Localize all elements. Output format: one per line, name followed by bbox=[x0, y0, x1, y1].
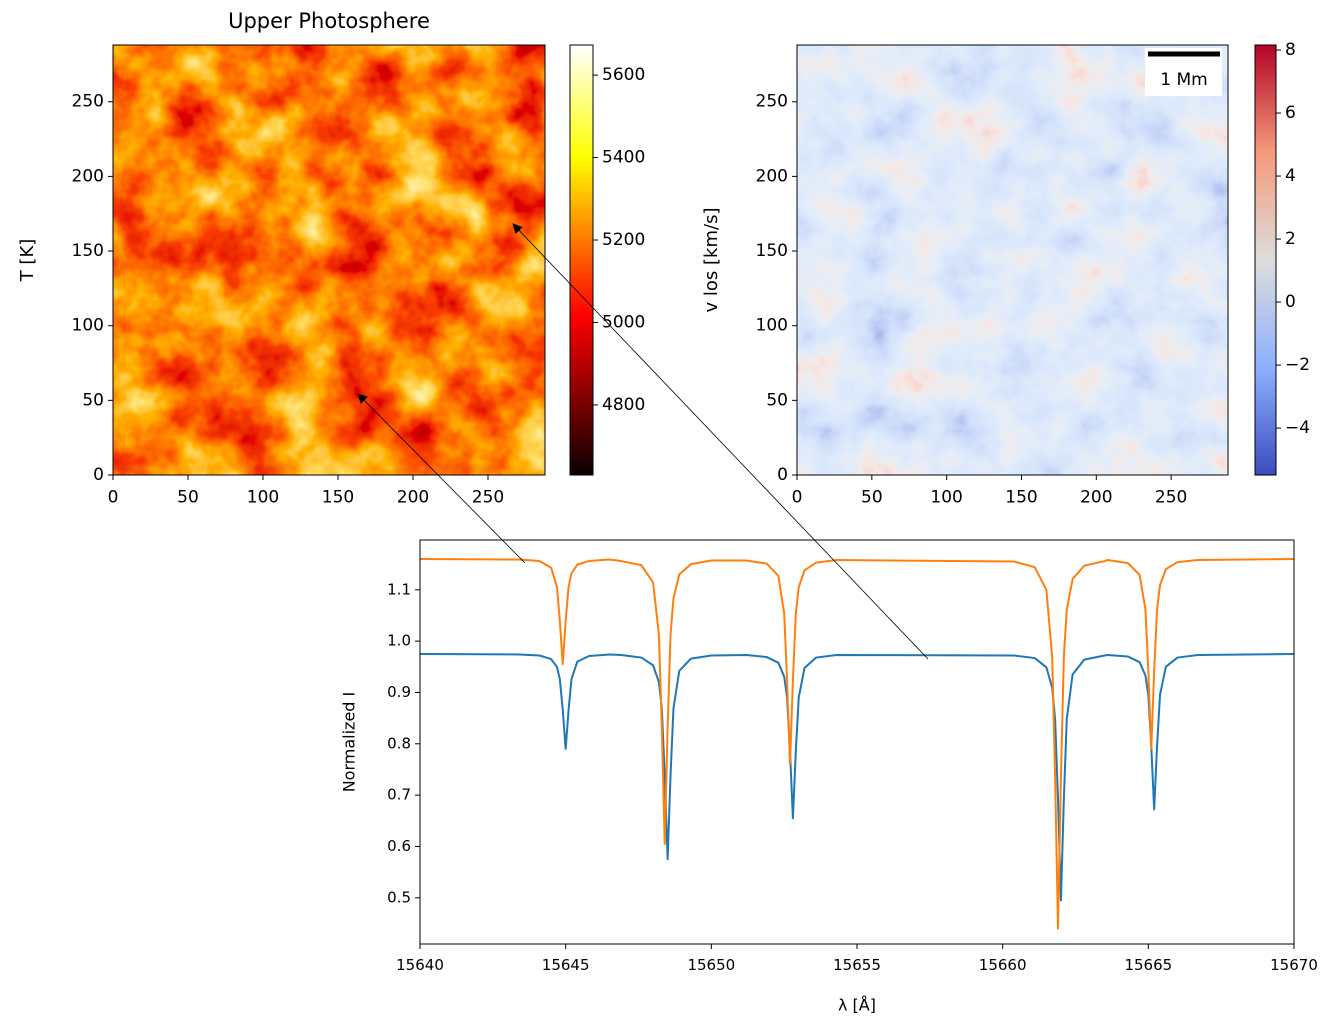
y-tick-label: 50 bbox=[82, 390, 104, 410]
x-tick-label: 50 bbox=[177, 488, 199, 508]
y-tick-label: 0.9 bbox=[387, 683, 411, 701]
chart-title: Upper Photosphere bbox=[228, 9, 430, 33]
x-tick-label: 0 bbox=[792, 488, 803, 508]
x-tick-label: 15665 bbox=[1124, 956, 1172, 974]
y-tick-label: 250 bbox=[72, 92, 104, 112]
annotation-arrow bbox=[357, 393, 526, 564]
y-tick-label: 200 bbox=[72, 166, 104, 186]
x-axis-label: λ [Å] bbox=[838, 996, 876, 1015]
x-tick-label: 0 bbox=[108, 488, 119, 508]
colorbar bbox=[1254, 44, 1277, 476]
colorbar-tick-label: 0 bbox=[1285, 292, 1296, 312]
x-tick-label: 150 bbox=[322, 488, 354, 508]
image bbox=[797, 45, 1228, 475]
y-tick-label: 50 bbox=[766, 390, 788, 410]
x-tick-label: 250 bbox=[472, 488, 504, 508]
y-axis-label: v los [km/s] bbox=[701, 208, 722, 313]
x-tick-label: 15650 bbox=[687, 956, 735, 974]
y-tick-label: 150 bbox=[72, 241, 104, 261]
colorbar-tick-label: 6 bbox=[1285, 103, 1296, 123]
y-tick-label: 250 bbox=[756, 92, 788, 112]
spectrum-line bbox=[419, 652, 1295, 902]
x-tick-label: 15640 bbox=[396, 956, 444, 974]
axes-frame bbox=[796, 44, 1229, 476]
image bbox=[113, 45, 545, 475]
x-tick-label: 15645 bbox=[542, 956, 590, 974]
y-tick-label: 0.7 bbox=[387, 786, 411, 804]
y-tick-label: 0.5 bbox=[387, 888, 411, 906]
y-tick-label: 100 bbox=[72, 316, 104, 336]
colorbar-tick-label: 2 bbox=[1285, 229, 1296, 249]
x-tick-label: 15670 bbox=[1270, 956, 1318, 974]
x-tick-label: 15655 bbox=[833, 956, 881, 974]
y-axis-label: T [K] bbox=[17, 239, 38, 283]
y-tick-label: 0.8 bbox=[387, 734, 411, 752]
y-tick-label: 1.1 bbox=[387, 580, 411, 598]
x-tick-label: 250 bbox=[1155, 488, 1187, 508]
x-tick-label: 200 bbox=[397, 488, 429, 508]
colorbar-tick-label: 4 bbox=[1285, 166, 1296, 186]
colorbar-tick-label: 5400 bbox=[602, 148, 645, 168]
y-tick-label: 100 bbox=[756, 316, 788, 336]
x-tick-label: 15660 bbox=[979, 956, 1027, 974]
y-tick-label: 200 bbox=[756, 166, 788, 186]
x-tick-label: 50 bbox=[861, 488, 883, 508]
y-tick-label: 0 bbox=[777, 465, 788, 485]
x-tick-label: 200 bbox=[1080, 488, 1112, 508]
axes-frame bbox=[112, 44, 546, 476]
colorbar-tick-label: −2 bbox=[1285, 355, 1310, 375]
y-tick-label: 150 bbox=[756, 241, 788, 261]
colorbar-tick-label: 4800 bbox=[602, 395, 645, 415]
colorbar-tick-label: 5000 bbox=[602, 312, 645, 332]
spectrum-line bbox=[419, 557, 1295, 930]
x-tick-label: 100 bbox=[930, 488, 962, 508]
axes-frame bbox=[419, 539, 1295, 945]
annotation-arrow bbox=[512, 223, 929, 660]
y-axis-label: Normalized I bbox=[340, 692, 359, 793]
colorbar bbox=[569, 44, 594, 476]
scale-bar-label: 1 Mm bbox=[1160, 70, 1207, 90]
x-tick-label: 150 bbox=[1005, 488, 1037, 508]
colorbar-tick-label: −4 bbox=[1285, 418, 1310, 438]
colorbar-tick-label: 8 bbox=[1285, 40, 1296, 60]
y-tick-label: 1.0 bbox=[387, 632, 411, 650]
colorbar-tick-label: 5600 bbox=[602, 65, 645, 85]
y-tick-label: 0.6 bbox=[387, 837, 411, 855]
colorbar-tick-label: 5200 bbox=[602, 230, 645, 250]
x-tick-label: 100 bbox=[247, 488, 279, 508]
y-tick-label: 0 bbox=[93, 465, 104, 485]
